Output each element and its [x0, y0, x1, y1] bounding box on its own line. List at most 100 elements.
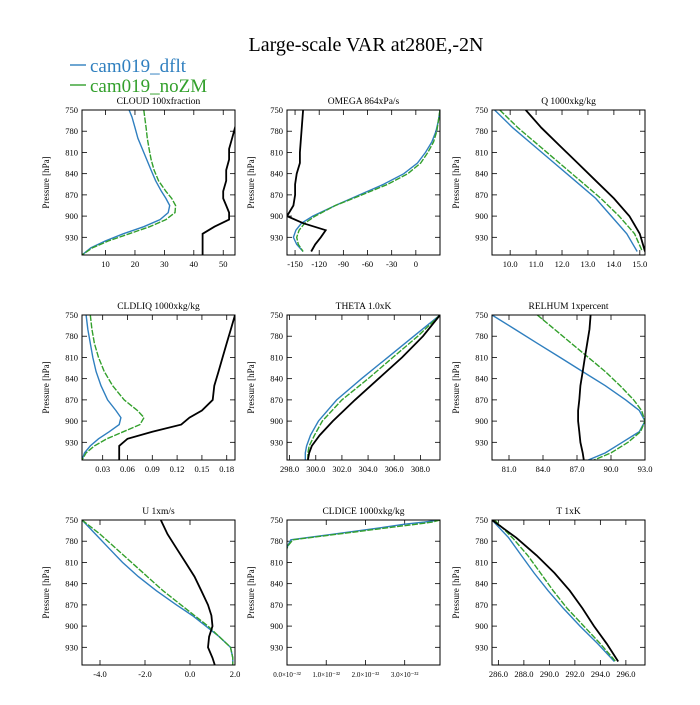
x-tick-label: 0.06 — [120, 464, 135, 474]
panel-title: U 1xm/s — [142, 507, 175, 517]
y-tick-label: 840 — [270, 374, 283, 384]
x-tick-label: 300.0 — [306, 464, 325, 474]
y-tick-label: 750 — [65, 515, 78, 525]
series-line-nozm — [307, 315, 440, 460]
x-tick-label: 12.0 — [555, 259, 570, 269]
x-tick-label: 11.0 — [529, 259, 544, 269]
panel-frame — [81, 314, 236, 461]
panel-7: U 1xm/s Pressure [hPa] 750 780 810 840 870 900 9… — [41, 507, 240, 679]
series-line-nozm — [287, 520, 440, 549]
y-tick-label: 840 — [475, 169, 488, 179]
y-tick-label: 930 — [475, 437, 488, 447]
series-group — [82, 520, 234, 665]
x-tick-label: 15.0 — [632, 259, 647, 269]
x-tick-label: 40 — [190, 259, 199, 269]
y-axis-label: Pressure [hPa] — [451, 156, 461, 208]
series-group — [287, 520, 440, 549]
x-tick-label: 308.0 — [411, 464, 430, 474]
y-tick-label: 750 — [475, 105, 488, 115]
x-tick-label: 50 — [219, 259, 228, 269]
x-tick-label: -90 — [338, 259, 349, 269]
y-tick-label: 780 — [270, 536, 283, 546]
y-tick-label: 780 — [65, 536, 78, 546]
series-line-dflt — [494, 110, 638, 252]
panel-frame — [286, 314, 441, 461]
x-tick-label: 2.0×10⁻³² — [352, 671, 380, 679]
y-tick-label: 900 — [270, 211, 283, 221]
x-tick-label: 298.0 — [280, 464, 299, 474]
y-axis-label: Pressure [hPa] — [246, 361, 256, 413]
y-tick-label: 930 — [270, 642, 283, 652]
series-line-dflt — [292, 110, 440, 252]
y-tick-label: 840 — [270, 579, 283, 589]
series-group — [494, 110, 645, 252]
series-line-dflt — [82, 315, 122, 460]
panel-1: CLOUD 100xfraction Pressure [hPa] 750 780 81… — [41, 96, 236, 269]
x-tick-label: 0.0 — [185, 669, 196, 679]
panel-frame — [286, 109, 441, 256]
series-line-dflt — [492, 315, 645, 460]
panel-frame — [491, 109, 646, 256]
y-axis-label: Pressure [hPa] — [41, 361, 51, 413]
y-tick-label: 840 — [65, 374, 78, 384]
series-line-nozm — [494, 520, 617, 662]
x-tick-label: 0.09 — [145, 464, 160, 474]
y-tick-label: 810 — [65, 352, 78, 362]
y-tick-label: 900 — [270, 621, 283, 631]
y-tick-label: 930 — [270, 232, 283, 242]
x-tick-label: -4.0 — [93, 669, 106, 679]
series-group — [492, 315, 645, 460]
y-tick-label: 930 — [475, 642, 488, 652]
x-tick-label: 286.0 — [489, 669, 508, 679]
y-tick-label: 810 — [270, 557, 283, 567]
y-tick-label: 900 — [270, 416, 283, 426]
x-tick-label: 93.0 — [638, 464, 653, 474]
series-group — [287, 110, 440, 252]
y-axis-label: Pressure [hPa] — [451, 566, 461, 618]
panel-8: CLDICE 1000xkg/kg Pressure [hPa] 750 780 810… — [246, 507, 441, 679]
series-line-dflt — [304, 315, 440, 460]
x-tick-label: 306.0 — [385, 464, 404, 474]
y-tick-label: 840 — [475, 579, 488, 589]
y-tick-label: 810 — [65, 147, 78, 157]
y-tick-label: 900 — [475, 416, 488, 426]
y-tick-label: 870 — [270, 190, 283, 200]
x-tick-label: 84.0 — [536, 464, 551, 474]
series-line-obs — [118, 315, 235, 460]
x-tick-label: 0 — [414, 259, 418, 269]
y-tick-label: 810 — [270, 147, 283, 157]
series-line-dflt — [492, 520, 615, 662]
y-tick-label: 780 — [270, 126, 283, 136]
y-tick-label: 870 — [65, 600, 78, 610]
x-tick-label: 30 — [160, 259, 169, 269]
legend-label-dflt: cam019_dflt — [90, 56, 187, 77]
y-tick-label: 930 — [65, 232, 78, 242]
x-tick-label: 302.0 — [332, 464, 351, 474]
y-tick-label: 750 — [475, 310, 488, 320]
y-tick-label: 870 — [475, 190, 488, 200]
x-tick-label: 294.0 — [591, 669, 610, 679]
y-tick-label: 780 — [475, 536, 488, 546]
y-tick-label: 900 — [475, 211, 488, 221]
x-tick-label: 288.0 — [514, 669, 533, 679]
x-tick-label: 296.0 — [616, 669, 635, 679]
panel-title: RELHUM 1xpercent — [529, 302, 609, 312]
series-line-obs — [201, 124, 235, 255]
x-tick-label: -120 — [311, 259, 327, 269]
panel-title: OMEGA 864xPa/s — [328, 97, 400, 107]
x-tick-label: 20 — [131, 259, 140, 269]
x-tick-label: 81.0 — [502, 464, 517, 474]
x-tick-label: -60 — [362, 259, 373, 269]
y-tick-label: 810 — [475, 352, 488, 362]
series-line-nozm — [295, 110, 440, 252]
y-axis-label: Pressure [hPa] — [451, 361, 461, 413]
y-tick-label: 900 — [65, 416, 78, 426]
y-tick-label: 900 — [65, 211, 78, 221]
y-tick-label: 780 — [475, 331, 488, 341]
series-line-obs — [492, 520, 619, 662]
series-line-dflt — [82, 520, 234, 665]
x-tick-label: 304.0 — [359, 464, 378, 474]
x-tick-label: 0.0×10⁻³² — [273, 671, 301, 679]
y-tick-label: 750 — [270, 105, 283, 115]
series-line-obs — [577, 315, 592, 460]
